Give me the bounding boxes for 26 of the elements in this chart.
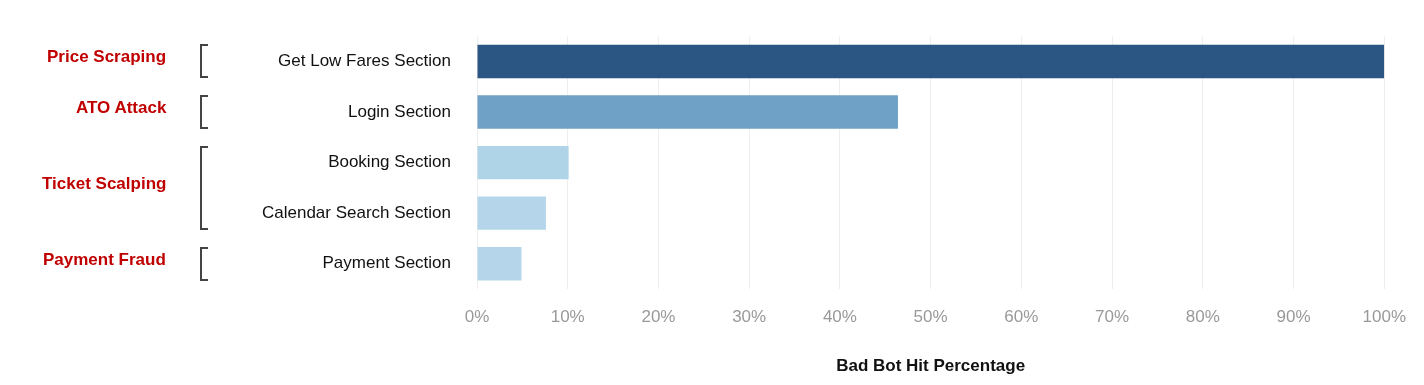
- x-tick-label: 70%: [1095, 306, 1130, 326]
- x-tick-label: 80%: [1185, 306, 1220, 326]
- y-tick-label: Calendar Search Section: [261, 202, 451, 222]
- bar: [477, 196, 546, 230]
- x-tick-label: 20%: [641, 306, 676, 326]
- x-tick-label: 100%: [1362, 306, 1406, 326]
- y-tick-label: Login Section: [347, 101, 451, 121]
- bar: [477, 95, 898, 129]
- text: ATO Attack: [76, 98, 167, 119]
- x-axis-title: Bad Bot Hit Percentage: [836, 356, 1026, 376]
- y-tick-label: Booking Section: [328, 152, 451, 172]
- bar: [477, 44, 1385, 79]
- y-tick-label: Payment Section: [322, 253, 451, 273]
- x-tick-label: 60%: [1004, 306, 1039, 326]
- text: Payment Fraud: [43, 249, 166, 270]
- x-tick-label: 30%: [732, 306, 767, 326]
- text: Price Scraping: [47, 47, 167, 68]
- x-tick-label: 40%: [822, 306, 857, 326]
- bar: [477, 247, 522, 281]
- x-tick-label: 10%: [550, 306, 585, 326]
- y-tick-label: Get Low Fares Section: [278, 51, 451, 71]
- text: Ticket Scalping: [42, 173, 167, 194]
- x-tick-label: 50%: [913, 306, 948, 326]
- x-tick-label: 90%: [1276, 306, 1311, 326]
- bar: [477, 145, 569, 180]
- x-tick-label: 0%: [464, 306, 490, 326]
